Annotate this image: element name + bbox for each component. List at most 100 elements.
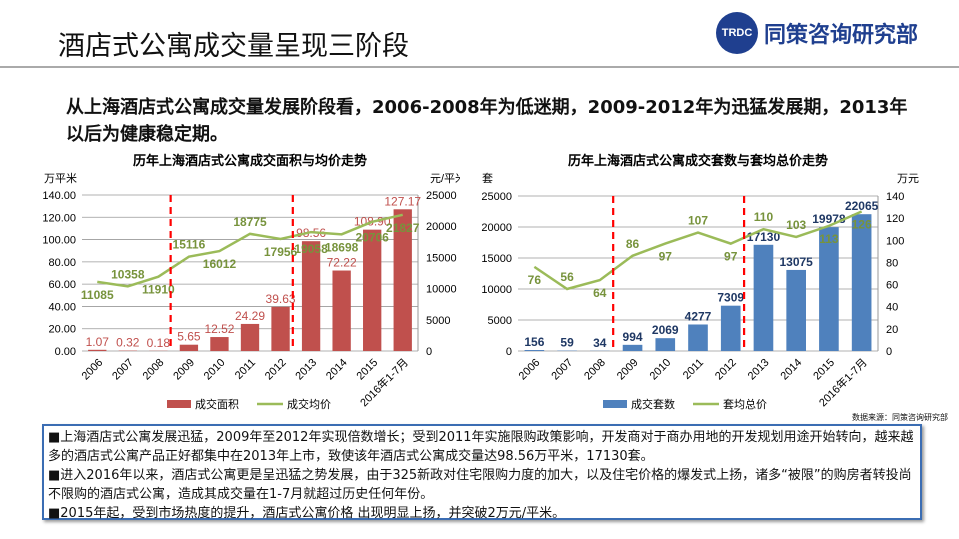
bar xyxy=(753,244,774,351)
line-data-label: 103 xyxy=(786,218,806,232)
x-tick-label: 2009 xyxy=(615,357,641,383)
y2-tick-label: 80 xyxy=(886,257,898,269)
line-data-label: 64 xyxy=(593,286,607,300)
bar-data-label: 0.32 xyxy=(116,336,140,350)
chart-title: 历年上海酒店式公寓成交套数与套均总价走势 xyxy=(568,153,828,168)
y2-tick-label: 10000 xyxy=(426,284,457,296)
line-data-label: 17956 xyxy=(264,245,298,259)
legend-line-label: 成交均价 xyxy=(287,397,331,411)
bar-data-label: 12.52 xyxy=(204,322,234,336)
bar-data-label: 22065 xyxy=(845,199,879,213)
y2-tick-label: 0 xyxy=(426,346,432,358)
x-tick-label: 2010 xyxy=(202,357,228,383)
bar-data-label: 72.22 xyxy=(327,256,357,270)
y2-tick-label: 20 xyxy=(886,324,898,336)
y-tick-label: 100.00 xyxy=(42,235,76,247)
logo: TRDC 同策咨询研究部 xyxy=(716,12,918,54)
line-data-label: 126 xyxy=(852,218,872,232)
line-data-label: 16012 xyxy=(203,257,237,271)
header-divider xyxy=(0,66,959,68)
chart-title: 历年上海酒店式公寓成交面积与均价走势 xyxy=(133,153,367,168)
x-tick-label: 2013 xyxy=(293,357,319,383)
legend-bar-label: 成交套数 xyxy=(631,397,675,411)
bar xyxy=(332,270,351,351)
x-tick-label: 2010 xyxy=(648,357,674,383)
note-2: ■进入2016年以来，酒店式公寓更是呈迅猛之势发展，由于325新政对住宅限购力度… xyxy=(48,468,912,502)
y2-tick-label: 100 xyxy=(886,235,904,247)
bar-data-label: 156 xyxy=(524,335,544,349)
line-data-label: 56 xyxy=(560,270,574,284)
bar-data-label: 39.63 xyxy=(266,292,296,306)
x-tick-label: 2014 xyxy=(779,357,805,383)
bar xyxy=(179,344,199,351)
y-tick-label: 15000 xyxy=(481,253,512,265)
notes-box: ■上海酒店式公寓发展迅猛，2009年至2012年实现倍数增长；受到2011年实施… xyxy=(42,424,922,521)
y-tick-label: 120.00 xyxy=(42,212,76,224)
page-title: 酒店式公寓成交量呈现三阶段 xyxy=(58,31,409,62)
note-3: ■2015年起，受到市场热度的提升，酒店式公寓价格 出现明显上扬，并突破2万元/… xyxy=(48,506,566,521)
y-tick-label: 5000 xyxy=(488,315,512,327)
x-tick-label: 2013 xyxy=(746,357,772,383)
line-data-label: 18698 xyxy=(325,240,359,254)
bar xyxy=(688,324,708,351)
lead-text: 从上海酒店式公寓成交量发展阶段看，2006-2008年为低迷期，2009-201… xyxy=(66,97,908,145)
y2-tick-label: 120 xyxy=(886,213,904,225)
line-data-label: 107 xyxy=(688,214,708,228)
line-data-label: 11085 xyxy=(81,288,114,302)
y-tick-label: 40.00 xyxy=(48,301,76,313)
line-data-label: 21827 xyxy=(386,221,420,235)
y2-tick-label: 20000 xyxy=(426,221,457,233)
y-tick-label: 0.00 xyxy=(55,346,76,358)
x-tick-label: 2008 xyxy=(582,357,608,383)
bar-data-label: 19978 xyxy=(812,212,846,226)
bar-data-label: 994 xyxy=(623,330,643,344)
x-tick-label: 2007 xyxy=(110,357,136,383)
bar-data-label: 127.17 xyxy=(384,194,421,208)
line-data-label: 10358 xyxy=(111,267,145,281)
line-data-label: 113 xyxy=(819,232,839,246)
bar-data-label: 13075 xyxy=(779,255,813,269)
bar-data-label: 0.18 xyxy=(147,336,171,350)
line-data-label: 86 xyxy=(626,237,640,251)
y2-axis-label: 万元 xyxy=(897,173,919,185)
line-series xyxy=(533,210,863,291)
legend-bar-swatch xyxy=(603,400,627,408)
bar xyxy=(363,229,382,351)
bar-data-label: 4277 xyxy=(685,309,712,323)
line-data-label: 97 xyxy=(659,250,673,264)
bar-data-label: 5.65 xyxy=(177,330,201,344)
y-tick-label: 0 xyxy=(506,346,512,358)
line-data-label: 19058 xyxy=(294,242,328,256)
y2-tick-label: 15000 xyxy=(426,252,457,264)
y2-tick-label: 140 xyxy=(886,191,904,203)
x-tick-label: 2006 xyxy=(80,357,106,383)
x-tick-label: 2006 xyxy=(517,357,543,383)
bar xyxy=(88,349,107,351)
legend-bar-label: 成交面积 xyxy=(195,397,239,411)
bar-data-label: 7309 xyxy=(717,291,744,305)
line-data-label: 20706 xyxy=(355,231,389,245)
logo-text: 同策咨询研究部 xyxy=(764,23,919,48)
x-tick-label: 2008 xyxy=(141,357,167,383)
bar xyxy=(393,209,412,351)
y2-tick-label: 0 xyxy=(886,346,892,358)
bar xyxy=(851,214,872,351)
line-series xyxy=(97,213,404,288)
y2-tick-label: 25000 xyxy=(426,190,457,202)
bar xyxy=(240,323,260,351)
y-tick-label: 10000 xyxy=(481,284,512,296)
bar xyxy=(819,227,839,351)
y2-tick-label: 5000 xyxy=(426,315,450,327)
line-data-label: 76 xyxy=(528,273,542,287)
y-tick-label: 25000 xyxy=(481,191,512,203)
bar xyxy=(271,306,290,351)
y-axis-label: 套 xyxy=(482,172,493,185)
note-1: ■上海酒店式公寓发展迅猛，2009年至2012年实现倍数增长；受到2011年实施… xyxy=(48,430,914,464)
bar-data-label: 59 xyxy=(560,336,574,350)
bar xyxy=(524,350,545,351)
bar xyxy=(720,305,741,351)
bar-data-label: 34 xyxy=(593,336,607,350)
y-tick-label: 80.00 xyxy=(48,257,76,269)
x-tick-label: 2012 xyxy=(713,357,739,383)
